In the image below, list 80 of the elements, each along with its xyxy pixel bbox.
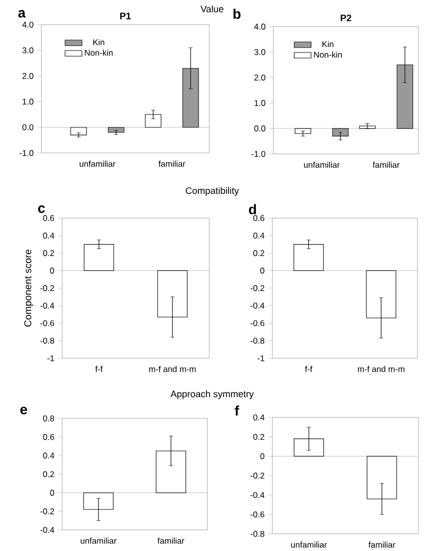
y-tick-label: -0.4 (40, 526, 54, 533)
y-tick-label: -1 (47, 355, 54, 362)
x-tick-label: f-f (95, 366, 103, 372)
x-tick-label: unfamiliar (80, 538, 116, 544)
x-tick-label: f-f (304, 366, 312, 372)
x-tick-label: familiar (368, 542, 396, 548)
y-tick-label: 4.0 (254, 24, 266, 30)
text: Approach symmetry (170, 390, 254, 400)
text: b (233, 8, 240, 19)
y-tick-label: -0.6 (250, 511, 264, 518)
y-tick-label: 0 (50, 490, 54, 496)
text: f (234, 406, 240, 416)
y-tick-label: -0.8 (250, 338, 264, 344)
y-tick-label: 0.4 (253, 232, 264, 239)
y-tick-label: -0.4 (250, 302, 264, 309)
bar (108, 126, 124, 133)
text: e (20, 406, 27, 414)
y-tick-label: 0.2 (42, 250, 54, 256)
text: c (38, 205, 45, 213)
y-tick-label: 0.8 (42, 415, 54, 422)
y-tick-label: 2.0 (254, 74, 266, 81)
x-tick-label: unfamiliar (291, 542, 327, 548)
y-tick-label: -0.8 (40, 338, 54, 344)
x-tick-label: m-f and m-m (149, 366, 196, 372)
x-tick-label: m-f and m-m (358, 366, 404, 372)
y-tick-label: 0.6 (42, 434, 54, 440)
x-tick-label: familiar (158, 160, 186, 167)
text: Value (200, 5, 224, 12)
y-tick-label: 0.0 (254, 126, 266, 132)
y-tick-label: -0.4 (250, 492, 264, 498)
y-tick-label: 1.0 (254, 100, 266, 106)
y-tick-label: 0.0 (22, 124, 34, 130)
y-tick-label: 0.2 (253, 250, 264, 256)
bar (182, 68, 199, 128)
x-tick-label: unfamiliar (80, 160, 116, 167)
y-tick-label: -0.6 (250, 320, 264, 326)
bar (294, 128, 312, 134)
y-tick-label: 0.6 (42, 215, 54, 222)
y-tick-label: -1.0 (20, 150, 34, 156)
legend-label: Non-kin (84, 50, 112, 56)
y-tick-label: -0.2 (40, 285, 54, 292)
x-tick-label: familiar (372, 162, 400, 168)
y-tick-label: 0.4 (42, 452, 54, 459)
bar (396, 64, 413, 129)
y-tick-label: -0.2 (250, 285, 264, 292)
y-tick-label: -0.6 (40, 320, 54, 326)
y-tick-label: -0.2 (40, 508, 54, 514)
y-tick-label: -0.2 (250, 472, 264, 479)
y-tick-label: -0.8 (250, 530, 264, 537)
x-tick-label: unfamiliar (304, 162, 340, 168)
y-tick-label: 0.6 (253, 215, 264, 222)
y-tick-label: -1.0 (251, 150, 266, 157)
text: d (248, 204, 256, 214)
y-tick-label: 4.0 (22, 22, 34, 28)
y-axis-title: Component score (24, 250, 34, 327)
y-tick-label: 0 (260, 268, 264, 274)
text: Compatibility (186, 187, 239, 196)
y-tick-label: 0.2 (42, 471, 54, 478)
y-tick-label: 3.0 (254, 49, 266, 56)
y-tick-label: 0 (260, 453, 264, 460)
bar (144, 114, 162, 128)
legend-label: Non-kin (314, 51, 342, 58)
y-tick-label: 0.4 (253, 414, 264, 420)
chart-title: P2 (340, 14, 352, 22)
bar (332, 128, 349, 136)
legend-label: Kin (322, 40, 334, 48)
y-tick-label: -0.4 (40, 302, 54, 309)
y-tick-label: 0.2 (253, 434, 264, 440)
bar (359, 126, 376, 129)
y-tick-label: 0.4 (42, 232, 54, 239)
legend-label: Kin (93, 39, 104, 46)
y-tick-label: 3.0 (22, 47, 34, 54)
chart-title: P1 (120, 12, 131, 20)
text: a (18, 10, 26, 18)
y-tick-label: 2.0 (22, 73, 34, 79)
y-tick-label: -1 (257, 355, 264, 362)
bar (70, 126, 87, 136)
x-tick-label: familiar (157, 538, 184, 544)
y-tick-label: 1.0 (22, 98, 34, 105)
y-tick-label: 0 (50, 268, 54, 274)
